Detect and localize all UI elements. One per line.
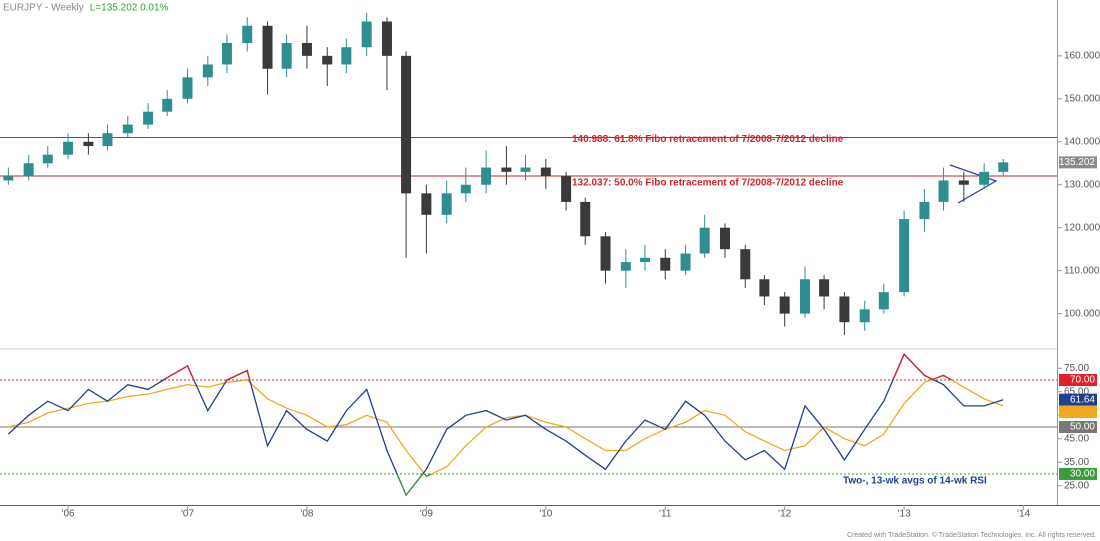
candle-body [221,42,232,65]
reference-label-box [1059,374,1097,387]
reference-label: 50.00 [1070,422,1095,433]
candle-body [441,193,452,215]
candle-body [3,176,14,181]
x-tick-label: '08 [300,509,313,520]
candle-body [620,262,631,271]
candle-body [23,163,34,177]
rsi-last-box [1059,393,1097,406]
candle-body [899,219,910,293]
chart-title: EURJPY - Weekly [3,3,84,14]
x-tick-label: '07 [181,509,194,520]
candle-body [182,77,193,99]
candle-body [122,124,133,134]
candle-body [740,249,751,280]
y-tick-label: 140.000 [1064,136,1100,147]
candle-body [262,25,273,69]
y-tick-label: 130.000 [1064,179,1100,190]
triangle-pattern [949,164,998,204]
candle-body [460,184,471,194]
candle-body [958,180,969,185]
candle-body [202,64,213,78]
copyright: Created with TradeStation. © TradeStatio… [847,531,1096,539]
candle-body [401,55,412,194]
candle-body [998,162,1009,172]
candle-body [143,111,154,125]
y-tick-label: 45.00 [1064,433,1089,444]
reference-label: 70.00 [1070,375,1095,386]
candle-body [839,296,850,323]
candle-body [719,227,730,250]
candle-body [102,133,113,147]
candle-body [42,154,53,164]
candle-body [501,167,512,172]
candle-body [341,47,352,65]
candle-body [242,25,253,43]
candle-body [381,21,392,56]
last-price: 135.202 [1059,157,1096,168]
candle-body [819,279,830,297]
candle-body [759,279,770,297]
rsi-avg-tag-box [1059,405,1097,418]
candle-body [639,257,650,263]
candle-body [779,296,790,314]
candle-body [301,42,312,56]
y-tick-label: 100.000 [1064,308,1100,319]
x-tick-label: '12 [778,509,791,520]
y-tick-label: 35.00 [1064,457,1089,468]
rsi-line [8,374,1004,478]
candle-body [799,279,810,314]
x-tick-label: '09 [420,509,433,520]
y-tick-label: 150.000 [1064,93,1100,104]
candle-body [520,167,531,172]
reference-label: 30.00 [1070,469,1095,480]
x-tick-label: '13 [898,509,911,520]
candle-body [361,21,372,48]
candle-body [580,201,591,237]
candle-body [63,141,74,155]
x-tick-label: '14 [1017,509,1030,520]
y-tick-label: 160.000 [1064,50,1100,61]
candle-body [481,167,492,185]
candle-body [878,292,889,310]
rsi-last: 61.64 [1070,394,1095,405]
y-tick-label: 75.00 [1064,363,1089,374]
candle-body [919,201,930,220]
y-tick-label: 65.00 [1064,386,1089,397]
candle-body [540,167,551,177]
candle-body [699,227,710,254]
x-tick-label: '11 [659,509,672,520]
candle-body [83,141,94,147]
fibo-label: 132.037: 50.0% Fibo retracement of 7/200… [572,178,844,189]
last-price-box [1059,156,1097,169]
y-tick-label: 110.000 [1064,265,1100,276]
candle-body [600,236,611,271]
fibo-label: 140.988: 61.8% Fibo retracement of 7/200… [572,134,844,145]
candle-body [938,180,949,202]
chart-subtitle: L=135.202 0.01% [90,3,169,14]
candle-body [281,42,292,69]
candle-body [660,257,671,271]
reference-label-box [1059,421,1097,433]
y-tick-label: 120.000 [1064,222,1100,233]
candle-body [561,176,572,202]
reference-label-box [1059,467,1097,480]
y-tick-label: 25.00 [1064,480,1089,491]
rsi-overbought [162,353,936,381]
candle-body [680,253,691,271]
candle-body [979,171,990,185]
candle-body [322,55,333,65]
x-tick-label: '06 [62,509,75,520]
candle-body [421,193,432,215]
x-tick-label: '10 [539,509,552,520]
candle-body [162,98,173,112]
rsi-annotation: Two-, 13-wk avgs of 14-wk RSI [843,476,987,487]
candle-body [859,309,870,323]
